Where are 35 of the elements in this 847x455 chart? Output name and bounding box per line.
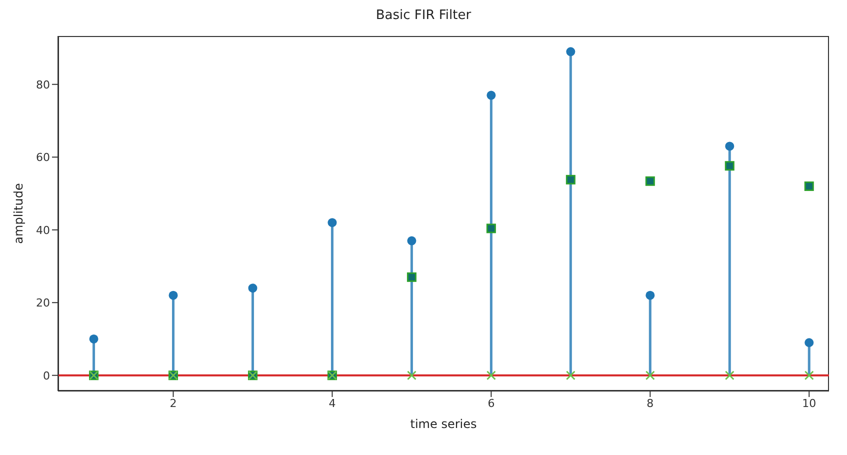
- point: [406, 370, 416, 380]
- point: [804, 370, 814, 380]
- x-tick-label: 8: [646, 396, 654, 410]
- x-tick-label: 2: [170, 396, 177, 410]
- point: [725, 142, 734, 151]
- point: [407, 236, 416, 246]
- x-tick-label: 10: [802, 396, 816, 410]
- point: [804, 181, 814, 191]
- y-tick-label: 0: [43, 369, 50, 382]
- point: [804, 338, 814, 348]
- point: [566, 370, 576, 380]
- point: [566, 174, 576, 184]
- y-tick-label: 60: [36, 151, 50, 164]
- point: [486, 90, 496, 100]
- x-axis-title: time series: [410, 417, 477, 431]
- y-tick-label: 80: [36, 78, 50, 92]
- point: [89, 334, 98, 344]
- x-tick-label: 4: [328, 396, 336, 410]
- y-tick-label: 20: [36, 296, 50, 310]
- point: [645, 370, 655, 380]
- y-axis-title: amplitude: [11, 183, 26, 244]
- point: [724, 161, 734, 171]
- y-tick-label: 40: [36, 224, 50, 237]
- point: [406, 272, 416, 282]
- chart-title: Basic FIR Filter: [374, 8, 472, 25]
- point: [248, 284, 258, 293]
- point: [168, 290, 178, 300]
- point: [486, 370, 496, 380]
- point: [566, 47, 576, 56]
- point: [328, 218, 337, 228]
- point: [645, 176, 655, 186]
- point: [646, 290, 655, 300]
- point: [724, 370, 734, 380]
- x-tick-label: 6: [488, 396, 495, 410]
- point: [486, 224, 496, 234]
